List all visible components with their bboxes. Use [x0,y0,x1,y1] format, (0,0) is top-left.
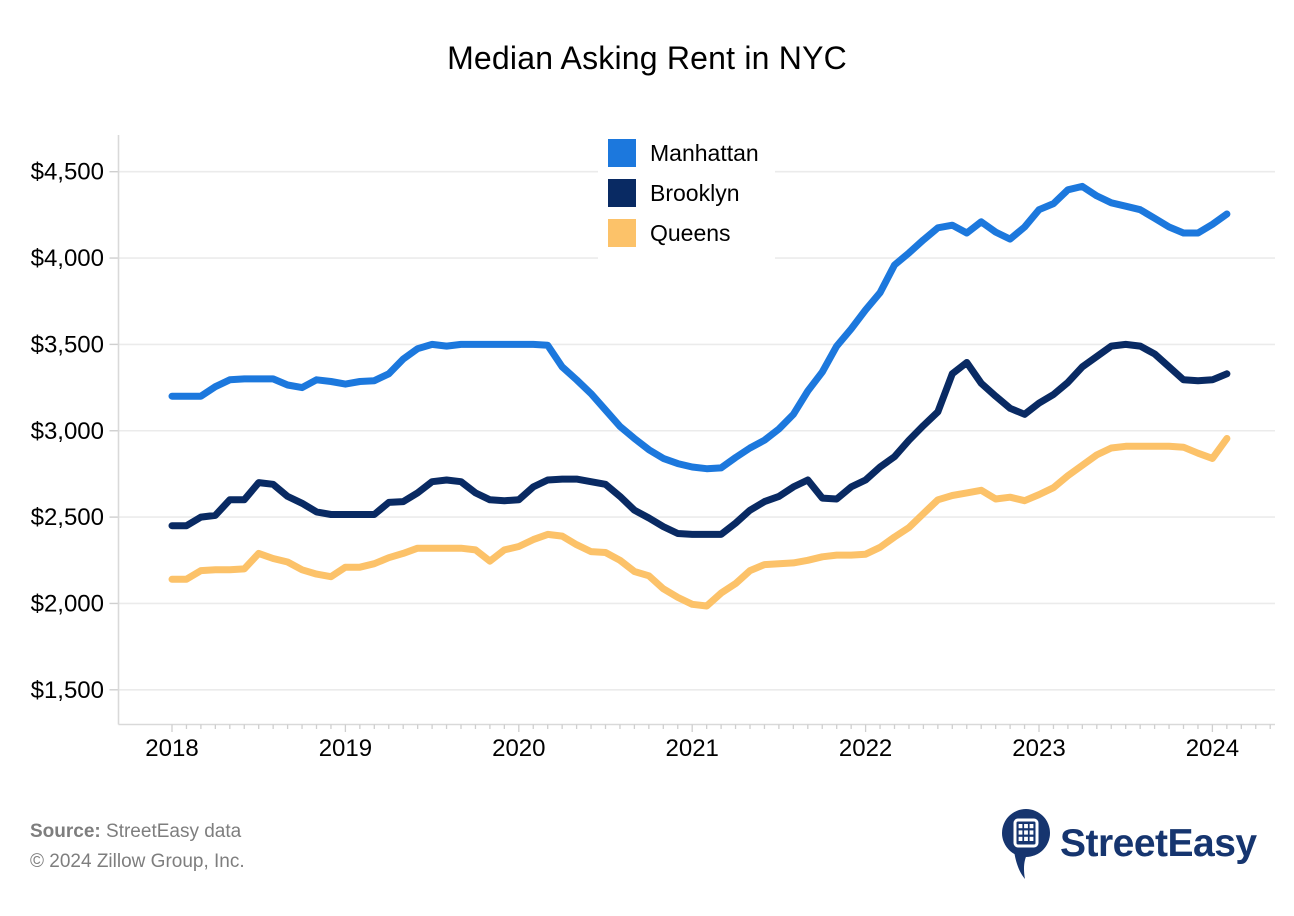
y-tick-label: $3,500 [31,331,104,358]
legend-item-queens: Queens [608,219,759,247]
queens-color-swatch [608,219,636,247]
legend-label-manhattan: Manhattan [650,139,759,166]
x-tick-label: 2024 [1186,735,1239,762]
series-line-brooklyn [168,340,1231,538]
chart-legend: Manhattan Brooklyn Queens [598,129,775,265]
y-tick-label: $1,500 [31,677,104,704]
chart-title: Median Asking Rent in NYC [447,40,847,76]
x-tick-label: 2020 [492,735,545,762]
series-line-manhattan [168,182,1231,473]
y-tick-label: $4,500 [31,159,104,186]
legend-label-queens: Queens [650,219,731,246]
series-line-queens [168,435,1231,610]
source-text: StreetEasy data [106,821,242,842]
axis-labels: $4,500 $4,000 $3,500 $3,000 $2,500 $2,000 $1,5… [31,159,1240,762]
x-tick-label: 2019 [319,735,372,762]
axes-and-ticks [109,135,1275,732]
x-tick-label: 2018 [145,735,198,762]
y-tick-label: $4,000 [31,245,104,272]
manhattan-color-swatch [608,139,636,167]
streeteasy-wordmark: StreetEasy [1060,821,1257,865]
source-line: Source: StreetEasy data [30,817,245,847]
y-tick-label: $2,000 [31,590,104,617]
source-label: Source: [30,821,101,842]
y-tick-label: $2,500 [31,504,104,531]
streeteasy-bubble-icon [1002,809,1050,879]
copyright-text: © 2024 Zillow Group, Inc. [30,851,245,872]
rent-line-chart: $4,500 $4,000 $3,500 $3,000 $2,500 $2,000 $1,5… [31,135,1275,762]
building-windows-icon [1018,824,1034,841]
source-note: Source: StreetEasy data © 2024 Zillow Gr… [30,817,245,877]
x-tick-label: 2023 [1012,735,1065,762]
legend-label-brooklyn: Brooklyn [650,179,740,206]
brooklyn-color-swatch [608,179,636,207]
legend-item-manhattan: Manhattan [608,139,759,167]
y-tick-label: $3,000 [31,418,104,445]
streeteasy-logo: StreetEasy [1000,806,1257,880]
x-tick-label: 2021 [666,735,719,762]
x-tick-label: 2022 [839,735,892,762]
legend-item-brooklyn: Brooklyn [608,179,759,207]
